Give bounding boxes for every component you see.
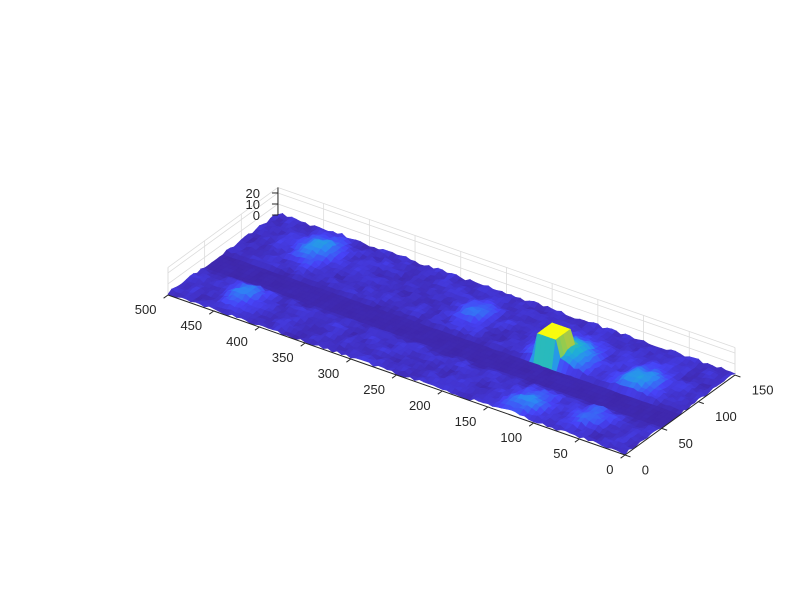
axes-lines (163, 187, 741, 459)
x-tick-mark (209, 310, 214, 315)
x-tick-label: 200 (409, 398, 431, 413)
x-tick-mark (528, 422, 534, 427)
x-tick-mark (300, 342, 306, 347)
y-tick-label: 100 (715, 409, 737, 424)
back-wall-grid-line (277, 192, 736, 354)
x-tick-mark (483, 406, 489, 411)
x-tick-mark (346, 358, 352, 363)
x-tick-mark (163, 294, 169, 299)
surface-patch (619, 447, 630, 456)
y-tick-label: 0 (642, 462, 649, 477)
z-tick-label: 20 (245, 186, 259, 201)
x-tick-mark (620, 454, 626, 459)
x-tick-mark (574, 438, 580, 443)
box-edge (167, 187, 279, 268)
z-tick-label: 10 (245, 197, 259, 212)
x-tick-mark (391, 374, 397, 379)
y-tick-mark (698, 401, 704, 405)
x-tick-label: 250 (363, 382, 385, 397)
y-tick-label: 50 (678, 436, 692, 451)
x-tick-label: 300 (318, 366, 340, 381)
x-tick-label: 450 (180, 318, 202, 333)
y-axis-line (624, 374, 736, 456)
x-tick-label: 0 (606, 462, 613, 477)
x-tick-label: 400 (226, 334, 248, 349)
back-wall-grid-line (277, 203, 736, 365)
box-edge (277, 187, 736, 348)
y-tick-mark (734, 374, 741, 378)
y-tick-mark (624, 454, 631, 458)
x-tick-label: 500 (135, 302, 157, 317)
x-tick-label: 100 (500, 430, 522, 445)
y-tick-label: 150 (752, 383, 774, 398)
surface-plot (167, 213, 736, 456)
tick-labels: 0 50 100 150 200 250 300 350 400 450 500 0 50 100 150 0… (135, 186, 774, 478)
side-wall-grid-line (167, 192, 279, 274)
x-tick-mark (437, 390, 443, 395)
x-tick-label: 350 (272, 350, 294, 365)
side-wall-grid-line (167, 203, 279, 285)
x-tick-label: 150 (455, 414, 477, 429)
x-tick-mark (254, 326, 260, 331)
z-tick-label: 0 (253, 208, 260, 223)
x-tick-label: 50 (553, 446, 567, 461)
y-tick-mark (661, 427, 668, 431)
